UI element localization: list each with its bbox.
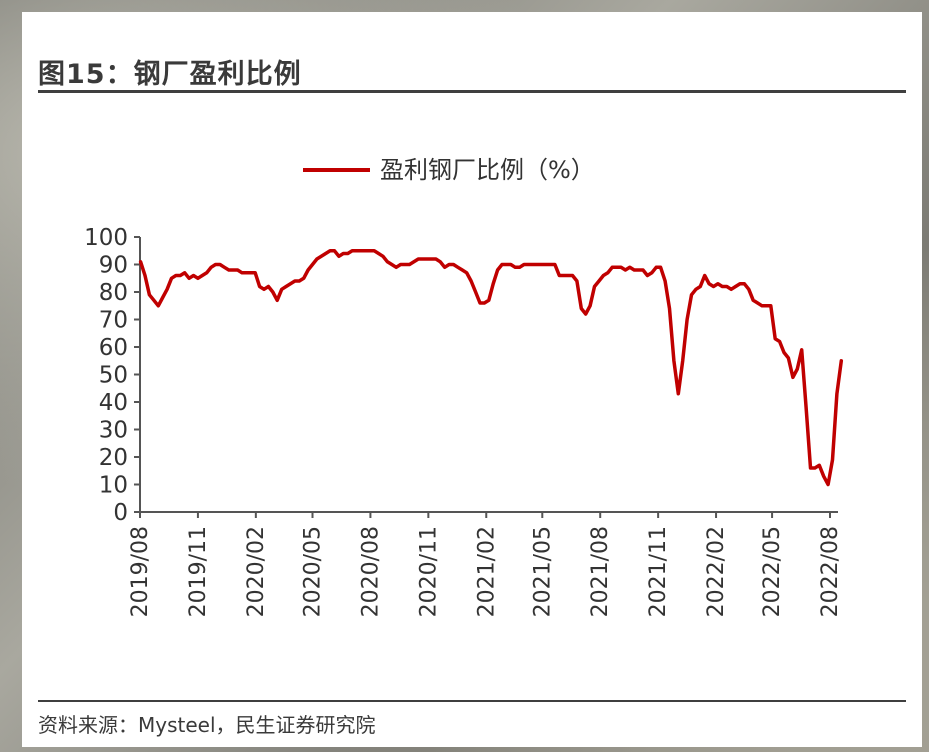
y-tick-label: 50 bbox=[99, 363, 128, 389]
y-tick-label: 60 bbox=[99, 335, 128, 361]
x-tick-label: 2021/02 bbox=[474, 526, 499, 617]
y-tick-label: 10 bbox=[99, 473, 128, 499]
x-tick-label: 2022/08 bbox=[818, 526, 843, 617]
figure-title: 图15：钢厂盈利比例 bbox=[38, 59, 302, 90]
legend-label: 盈利钢厂比例（%） bbox=[380, 156, 595, 184]
x-tick-label: 2020/11 bbox=[416, 526, 441, 617]
y-tick-label: 90 bbox=[99, 253, 128, 279]
x-tick-label: 2020/05 bbox=[301, 526, 326, 617]
x-tick-label: 2022/02 bbox=[704, 526, 729, 617]
x-tick-label: 2020/02 bbox=[244, 526, 269, 617]
title-divider bbox=[38, 90, 906, 93]
y-tick-label: 0 bbox=[113, 500, 128, 526]
y-tick-label: 80 bbox=[99, 280, 128, 306]
x-tick-label: 2020/08 bbox=[358, 526, 383, 617]
source-note: 资料来源：Mysteel，民生证券研究院 bbox=[38, 713, 376, 737]
x-tick-label: 2022/05 bbox=[760, 526, 785, 617]
y-tick-label: 70 bbox=[99, 308, 128, 334]
y-tick-label: 100 bbox=[84, 225, 128, 251]
x-tick-label: 2021/05 bbox=[530, 526, 555, 617]
y-tick-label: 30 bbox=[99, 418, 128, 444]
y-tick-label: 40 bbox=[99, 390, 128, 416]
x-tick-label: 2019/11 bbox=[186, 526, 211, 617]
x-tick-label: 2019/08 bbox=[128, 526, 153, 617]
source-divider bbox=[38, 700, 906, 702]
series-line bbox=[138, 249, 844, 487]
figure-card: 图15：钢厂盈利比例 资料来源：Mysteel，民生证券研究院 bbox=[22, 12, 922, 747]
x-tick-label: 2021/11 bbox=[646, 526, 671, 617]
y-tick-label: 20 bbox=[99, 445, 128, 471]
x-tick-label: 2021/08 bbox=[588, 526, 613, 617]
